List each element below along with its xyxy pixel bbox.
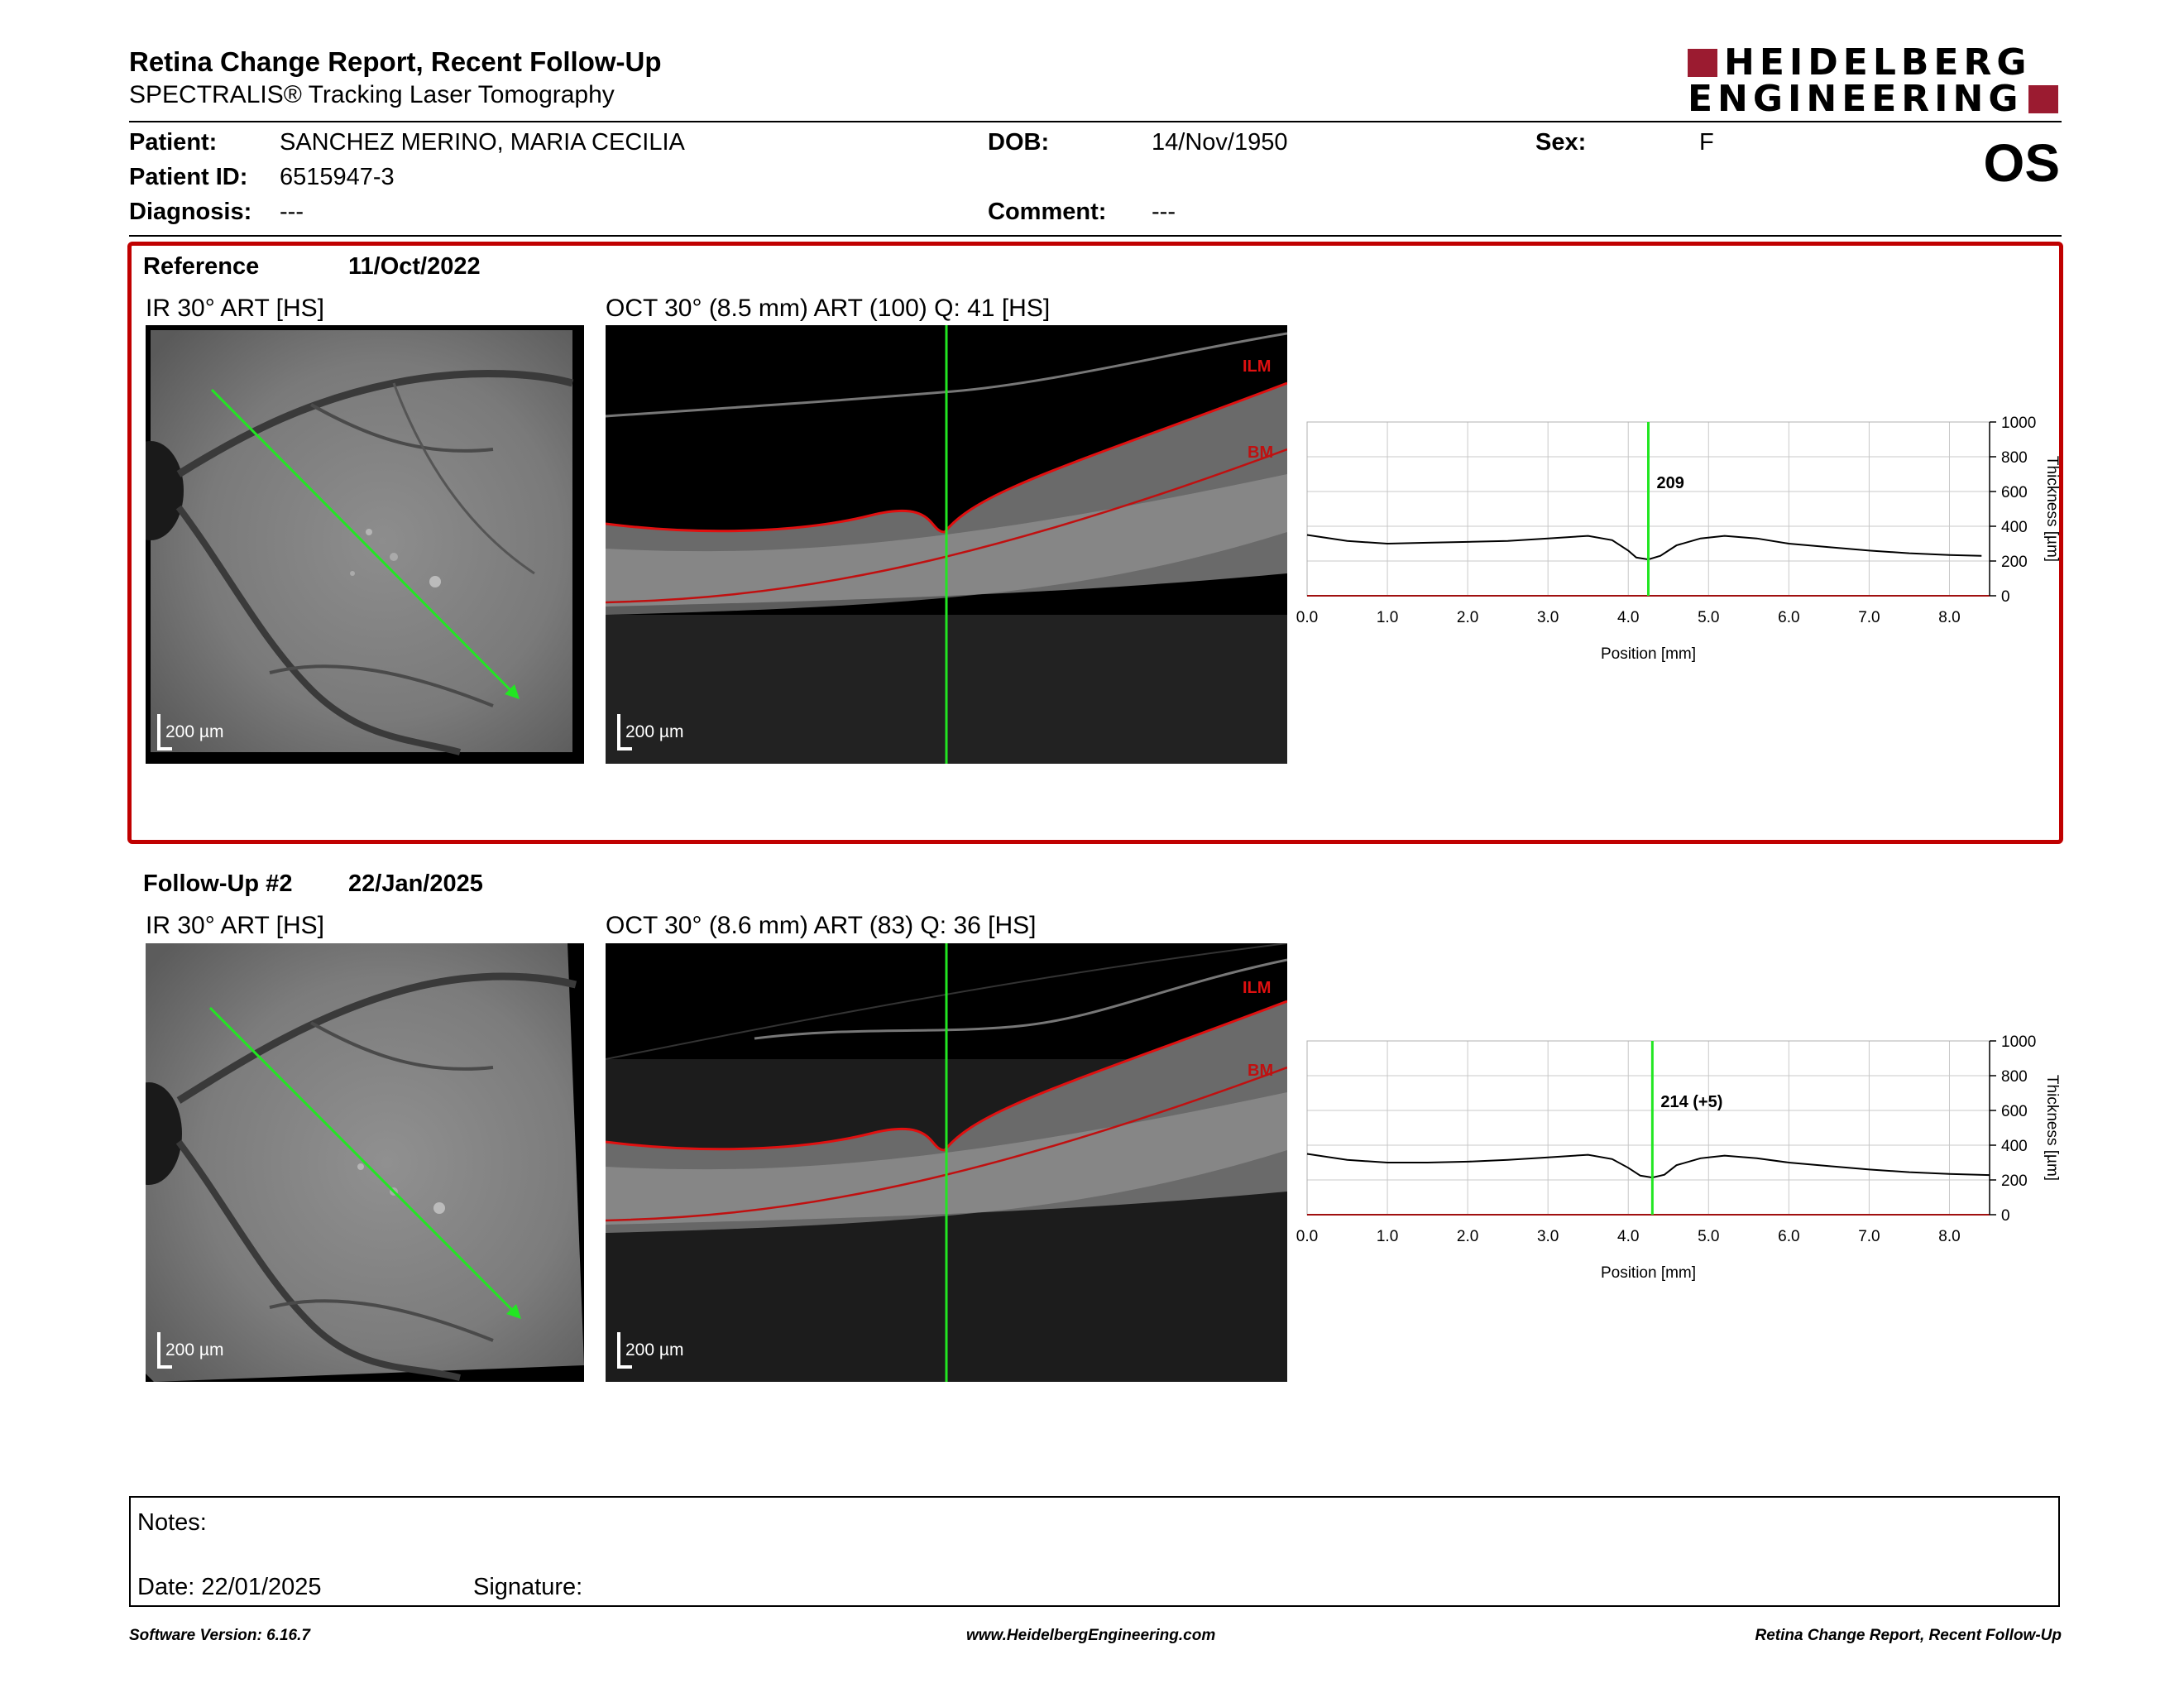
notes-box: Notes: Date: 22/01/2025 Signature: — [129, 1496, 2060, 1607]
logo-line-2: ENGINEERING — [1688, 78, 2058, 120]
followup-oct-image: ILM BM 200 µm — [606, 943, 1287, 1382]
x-tick-label: 0.0 — [1296, 1228, 1318, 1245]
y-tick-label: 1000 — [2001, 1033, 2036, 1051]
bm-label: BM — [1248, 444, 1273, 462]
reference-ir-image: 200 µm — [146, 325, 584, 764]
y-axis-label: Thickness [µm] — [2043, 456, 2061, 562]
x-tick-label: 4.0 — [1617, 1228, 1639, 1245]
y-tick-label: 400 — [2001, 1138, 2028, 1155]
logo-text-2: ENGINEERING — [1688, 78, 2024, 120]
x-tick-label: 1.0 — [1377, 1228, 1398, 1245]
x-tick-label: 1.0 — [1377, 609, 1398, 626]
reference-label: Reference — [143, 253, 260, 280]
comment: --- — [1152, 199, 1176, 225]
y-tick-label: 200 — [2001, 554, 2028, 571]
x-tick-label: 2.0 — [1457, 1228, 1478, 1245]
x-tick-label: 0.0 — [1296, 609, 1318, 626]
reference-ir-title: IR 30° ART [HS] — [146, 295, 324, 322]
reference-oct-image: ILM BM 200 µm — [606, 325, 1287, 764]
reference-date: 11/Oct/2022 — [348, 253, 481, 280]
notes-label: Notes: — [137, 1509, 207, 1536]
plot-frame — [1306, 1040, 1990, 1216]
patient-divider — [129, 235, 2062, 237]
x-tick-label: 3.0 — [1537, 1228, 1559, 1245]
thickness-series-line — [1306, 534, 1982, 561]
marker-value-label: 209 — [1657, 474, 1684, 492]
x-tick-label: 8.0 — [1938, 609, 1960, 626]
date-label: Date: 22/01/2025 — [137, 1574, 322, 1600]
followup-ir-image: 200 µm — [146, 943, 584, 1382]
followup-label: Follow-Up #2 — [143, 870, 293, 897]
software-version: Software Version: 6.16.7 — [129, 1627, 310, 1644]
x-tick-label: 6.0 — [1778, 609, 1799, 626]
logo-text-1: HEIDELBERG — [1724, 41, 2032, 84]
followup-ir-title: IR 30° ART [HS] — [146, 912, 324, 939]
x-tick-label: 5.0 — [1698, 609, 1719, 626]
footer-report-name: Retina Change Report, Recent Follow-Up — [1755, 1627, 2062, 1644]
dob: 14/Nov/1950 — [1152, 129, 1288, 156]
diagnosis: --- — [280, 199, 304, 225]
y-tick-label: 200 — [2001, 1172, 2028, 1190]
x-axis-label: Position [mm] — [1601, 1264, 1696, 1282]
ilm-label: ILM — [1243, 979, 1271, 997]
report-subtitle: SPECTRALIS® Tracking Laser Tomography — [129, 81, 615, 108]
x-axis-label: Position [mm] — [1601, 645, 1696, 663]
patient-id: 6515947-3 — [280, 164, 395, 190]
comment-label: Comment: — [988, 199, 1107, 225]
x-tick-label: 7.0 — [1858, 1228, 1880, 1245]
y-tick-label: 600 — [2001, 484, 2028, 501]
x-tick-label: 7.0 — [1858, 609, 1880, 626]
followup-date: 22/Jan/2025 — [348, 870, 483, 897]
x-tick-label: 5.0 — [1698, 1228, 1719, 1245]
thickness-series-line — [1306, 1153, 1990, 1179]
marker-value-label: 214 (+5) — [1660, 1093, 1722, 1111]
logo-square-icon — [2028, 85, 2058, 113]
followup-thickness-chart: 0.0 1.0 2.0 3.0 4.0 5.0 6.0 7.0 8.0 0 200 400 600 800… — [1296, 1033, 2061, 1282]
y-tick-label: 400 — [2001, 519, 2028, 536]
eye-indicator: OS — [1983, 133, 2060, 193]
y-axis-label: Thickness [µm] — [2043, 1075, 2061, 1181]
patient-name-label: Patient: — [129, 129, 218, 156]
dob-label: DOB: — [988, 129, 1050, 156]
x-tick-label: 6.0 — [1778, 1228, 1799, 1245]
diagnosis-label: Diagnosis: — [129, 199, 252, 225]
y-tick-label: 0 — [2001, 588, 2010, 606]
signature-label: Signature: — [473, 1574, 583, 1600]
website-link[interactable]: www.HeidelbergEngineering.com — [966, 1627, 1216, 1644]
bm-label: BM — [1248, 1062, 1273, 1080]
x-tick-label: 8.0 — [1938, 1228, 1960, 1245]
header-divider — [129, 121, 2062, 122]
y-tick-label: 800 — [2001, 1068, 2028, 1086]
ilm-label: ILM — [1243, 357, 1271, 376]
reference-oct-title: OCT 30° (8.5 mm) ART (100) Q: 41 [HS] — [606, 295, 1051, 322]
sex: F — [1699, 129, 1714, 156]
y-tick-label: 0 — [2001, 1207, 2010, 1225]
reference-frame — [127, 242, 2063, 844]
report-title: Retina Change Report, Recent Follow-Up — [129, 46, 662, 77]
logo-square-icon — [1688, 49, 1717, 77]
sex-label: Sex: — [1535, 129, 1587, 156]
logo-line-1: HEIDELBERG — [1688, 41, 2032, 84]
x-tick-label: 3.0 — [1537, 609, 1559, 626]
y-tick-label: 800 — [2001, 449, 2028, 467]
followup-oct-title: OCT 30° (8.6 mm) ART (83) Q: 36 [HS] — [606, 912, 1037, 939]
x-tick-label: 2.0 — [1457, 609, 1478, 626]
patient-id-label: Patient ID: — [129, 164, 248, 190]
reference-thickness-chart: 0.0 1.0 2.0 3.0 4.0 5.0 6.0 7.0 8.0 0 200 400 600 800… — [1296, 415, 2061, 663]
y-tick-label: 600 — [2001, 1103, 2028, 1120]
patient-name: SANCHEZ MERINO, MARIA CECILIA — [280, 129, 685, 156]
y-tick-label: 1000 — [2001, 415, 2036, 432]
x-tick-label: 4.0 — [1617, 609, 1639, 626]
